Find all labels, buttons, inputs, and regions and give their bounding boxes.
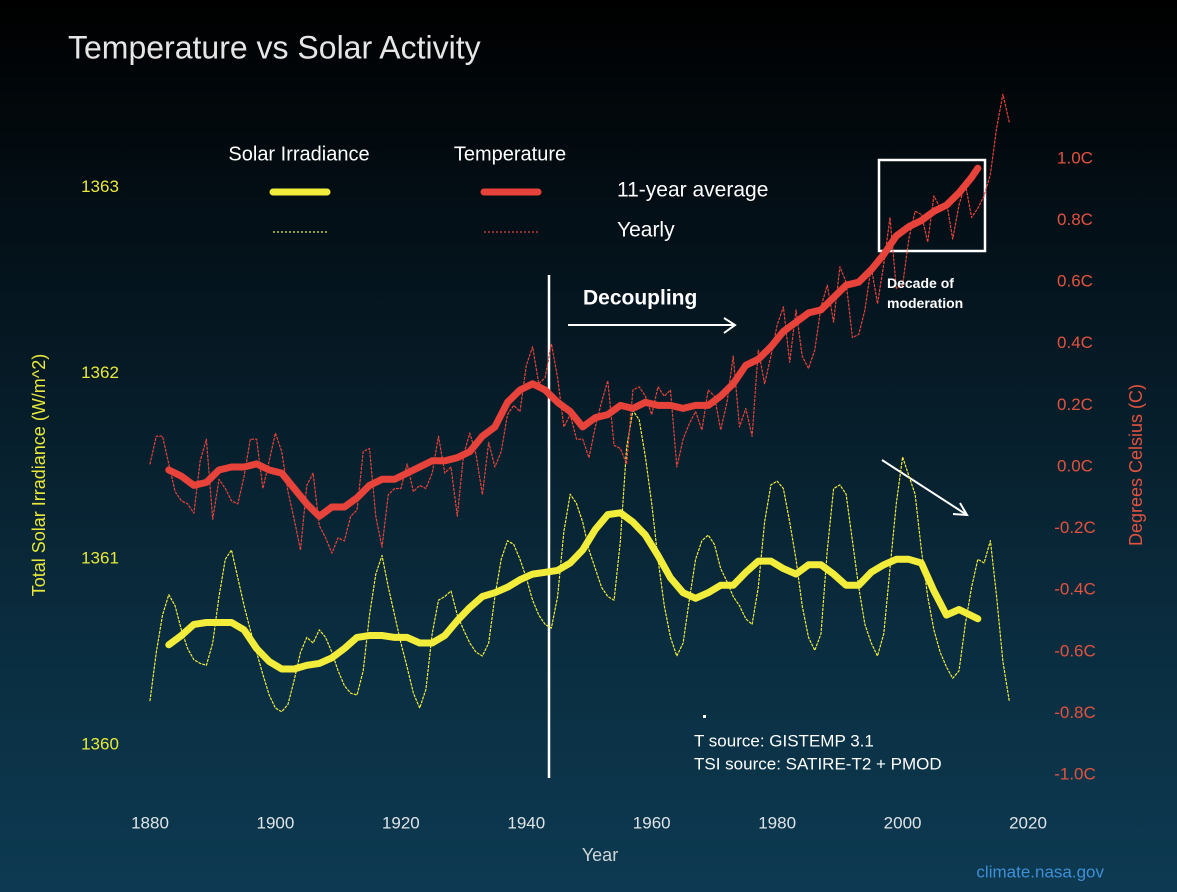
yearly-line [149,93,1010,554]
y2-tick-label: 0.0C [1057,456,1093,475]
x-tick-label: 1900 [257,813,295,832]
y2-tick-label: -0.8C [1054,703,1096,722]
moderation-box [877,158,987,253]
y2-tick-label: 0.8C [1057,210,1093,229]
credit: climate.nasa.gov [976,862,1104,881]
y2-tick-label: 0.2C [1057,395,1093,414]
decoupling-arrow [568,317,737,334]
average-line [165,164,982,520]
x-tick-label: 2000 [884,813,922,832]
x-tick-label: 1920 [382,813,420,832]
yearly-line [149,409,1010,713]
source-note: TSI source: SATIRE-T2 + PMOD [694,754,942,773]
x-tick-label: 2020 [1009,813,1047,832]
legend-row-label: 11-year average [617,179,768,202]
y2-tick-label: -1.0C [1054,764,1096,783]
legend-header: Solar Irradiance [228,143,369,165]
moderation-label: Decade of moderation [887,275,964,311]
trend-arrow [881,459,969,517]
decoupling-label: Decoupling [583,287,697,310]
y2-tick-label: -0.4C [1054,580,1096,599]
y2-tick-label: 0.6C [1057,272,1093,291]
dot [703,715,706,718]
legend-row-label: Yearly [617,219,675,242]
x-tick-label: 1980 [758,813,796,832]
y2-tick-label: -0.6C [1054,641,1096,660]
y-axis-label: Total Solar Irradiance (W/m^2) [29,354,49,597]
x-tick-label: 1880 [131,813,169,832]
y-tick-label: 1363 [81,177,119,196]
y2-tick-label: -0.2C [1054,518,1096,537]
y-tick-label: 1362 [81,363,119,382]
legend-header: Temperature [454,143,566,165]
x-axis-label: Year [582,845,618,865]
average-line [165,509,982,673]
y-tick-label: 1360 [81,735,119,754]
y-tick-label: 1361 [81,549,119,568]
chart-title: Temperature vs Solar Activity [68,29,481,65]
y2-tick-label: 1.0C [1057,148,1093,167]
y2-axis-label: Degrees Celsius (C) [1126,384,1146,546]
source-note: T source: GISTEMP 3.1 [694,731,874,750]
x-tick-label: 1940 [507,813,545,832]
x-tick-label: 1960 [633,813,671,832]
y2-tick-label: 0.4C [1057,333,1093,352]
